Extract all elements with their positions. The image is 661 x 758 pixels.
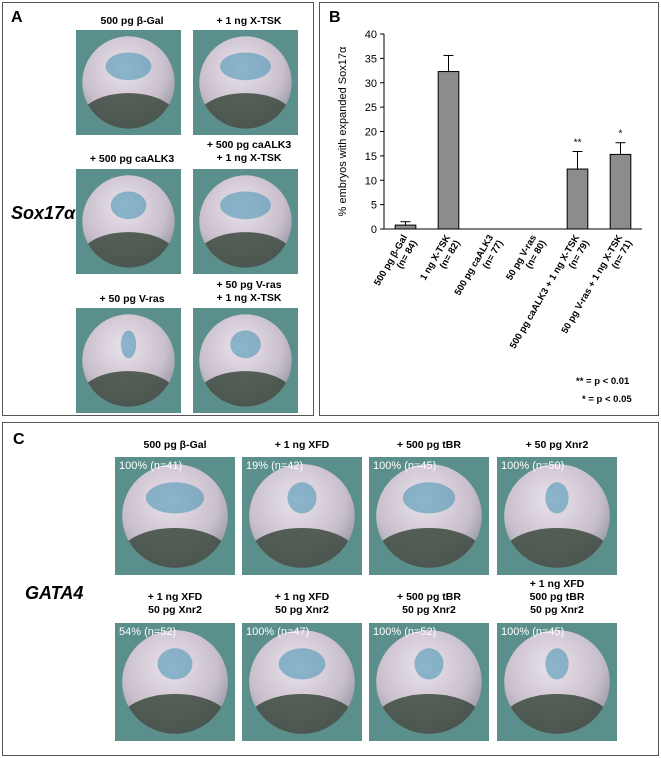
embryo-drawing bbox=[199, 36, 292, 129]
y-tick-label: 20 bbox=[365, 127, 377, 139]
panel-b-letter: B bbox=[329, 9, 341, 26]
panel-a-label-0: 500 pg β-Gal bbox=[100, 15, 164, 27]
significance-marker: * bbox=[619, 129, 623, 140]
panel-c-label-5: + 1 ng XFD 50 pg Xnr2 bbox=[274, 591, 330, 616]
embryo-drawing bbox=[504, 630, 610, 734]
embryo-percentage: 100% (n=45) bbox=[501, 626, 565, 638]
significance-marker: ** bbox=[574, 137, 582, 148]
panel-c-label-7: + 1 ng XFD 500 pg tBR 50 pg Xnr2 bbox=[529, 578, 585, 616]
panel-c-label-3: + 50 pg Xnr2 bbox=[525, 439, 589, 451]
bar bbox=[394, 224, 417, 230]
legend-line-2: * = p < 0.05 bbox=[582, 394, 632, 405]
y-tick-label: 0 bbox=[371, 224, 377, 236]
embryo-drawing bbox=[82, 314, 175, 407]
bar bbox=[609, 153, 632, 230]
embryo-photo bbox=[193, 30, 298, 135]
y-tick-label: 15 bbox=[365, 151, 377, 163]
y-tick-label: 10 bbox=[365, 175, 377, 187]
embryo-photo: 100% (n=52) bbox=[369, 623, 489, 741]
panel-c-letter: C bbox=[13, 431, 25, 448]
x-tick-label: 50 pg V-ras(n= 80) bbox=[504, 233, 548, 288]
y-tick-label: 5 bbox=[371, 200, 377, 212]
legend-line-1: ** = p < 0.01 bbox=[576, 376, 630, 387]
y-tick-label: 25 bbox=[365, 102, 377, 114]
embryo-photo: 19% (n=42) bbox=[242, 457, 362, 575]
embryo-percentage: 100% (n=52) bbox=[373, 626, 437, 638]
bar bbox=[437, 71, 460, 230]
embryo-drawing bbox=[82, 36, 175, 129]
panel-c-gene-label: GATA4 bbox=[25, 583, 84, 603]
panel-c-label-2: + 500 pg tBR bbox=[397, 439, 461, 451]
embryo-drawing bbox=[82, 175, 175, 268]
embryo-photo: 100% (n=45) bbox=[369, 457, 489, 575]
panel-a-letter: A bbox=[11, 9, 23, 26]
embryo-percentage: 19% (n=42) bbox=[246, 460, 304, 472]
panel-b: B 0 5 10 15 20 25 30 35 40 % embryos with expande… bbox=[319, 2, 659, 416]
bar bbox=[566, 168, 589, 230]
embryo-drawing bbox=[249, 630, 355, 734]
panel-a-label-3: + 500 pg caALK3 + 1 ng X-TSK bbox=[206, 139, 292, 164]
embryo-photo: 100% (n=50) bbox=[497, 457, 617, 575]
panel-c-label-0: 500 pg β-Gal bbox=[143, 439, 207, 451]
embryo-drawing bbox=[249, 464, 355, 568]
panel-c-label-4: + 1 ng XFD 50 pg Xnr2 bbox=[147, 591, 203, 616]
embryo-photo: 100% (n=41) bbox=[115, 457, 235, 575]
embryo-drawing bbox=[199, 314, 292, 407]
x-tick-label: 500 pg β-Gal(n= 84) bbox=[372, 233, 420, 293]
panel-c-label-1: + 1 ng XFD bbox=[274, 439, 330, 451]
embryo-drawing bbox=[376, 464, 482, 568]
y-axis-label: % embryos with expanded Sox17α bbox=[337, 46, 349, 216]
y-tick-label: 40 bbox=[365, 29, 377, 41]
embryo-drawing bbox=[504, 464, 610, 568]
embryo-photo bbox=[76, 30, 181, 135]
embryo-photo bbox=[76, 308, 181, 413]
embryo-percentage: 54% (n=52) bbox=[119, 626, 177, 638]
x-tick-label: 1 ng X-TSK(n= 82) bbox=[418, 233, 462, 288]
panel-c-label-6: + 500 pg tBR 50 pg Xnr2 bbox=[397, 591, 461, 616]
bar-chart: 0 5 10 15 20 25 30 35 40 % embryos with expanded … bbox=[337, 29, 642, 351]
panel-a-label-1: + 1 ng X-TSK bbox=[216, 15, 282, 27]
panel-a: A Sox17α 500 pg β-Gal + 1 ng X-TSK + 500… bbox=[2, 2, 314, 416]
embryo-photo bbox=[193, 169, 298, 274]
y-tick-label: 35 bbox=[365, 53, 377, 65]
embryo-percentage: 100% (n=45) bbox=[373, 460, 437, 472]
panel-c: C GATA4 500 pg β-Gal + 1 ng XFD + 500 pg… bbox=[2, 422, 659, 756]
embryo-photo: 54% (n=52) bbox=[115, 623, 235, 741]
embryo-drawing bbox=[199, 175, 292, 268]
y-tick-label: 30 bbox=[365, 78, 377, 90]
embryo-drawing bbox=[122, 464, 228, 568]
panel-a-label-2: + 500 pg caALK3 bbox=[89, 153, 175, 165]
embryo-percentage: 100% (n=50) bbox=[501, 460, 565, 472]
panel-a-label-4: + 50 pg V-ras bbox=[99, 293, 165, 305]
embryo-photo: 100% (n=47) bbox=[242, 623, 362, 741]
embryo-percentage: 100% (n=41) bbox=[119, 460, 183, 472]
embryo-drawing bbox=[122, 630, 228, 734]
embryo-percentage: 100% (n=47) bbox=[246, 626, 310, 638]
embryo-drawing bbox=[376, 630, 482, 734]
embryo-photo bbox=[76, 169, 181, 274]
embryo-photo bbox=[193, 308, 298, 413]
panel-a-gene-label: Sox17α bbox=[11, 203, 76, 223]
embryo-photo: 100% (n=45) bbox=[497, 623, 617, 741]
panel-a-label-5: + 50 pg V-ras + 1 ng X-TSK bbox=[216, 279, 282, 304]
